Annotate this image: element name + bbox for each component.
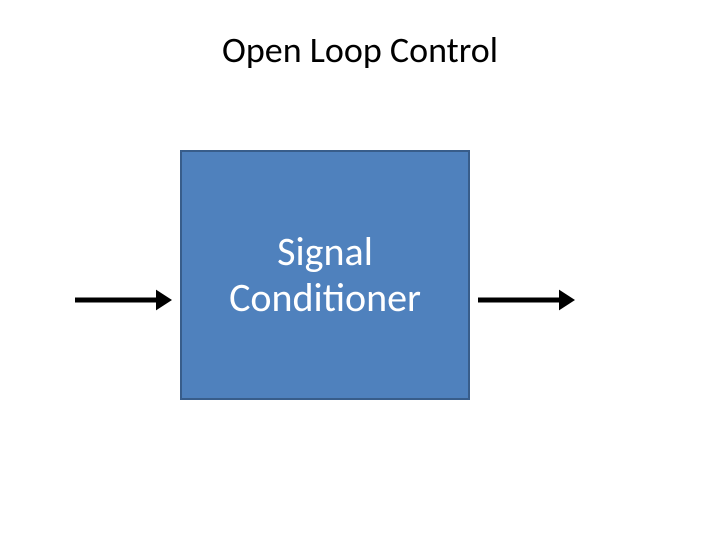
diagram-title: Open Loop Control — [0, 28, 720, 72]
diagram-stage: Open Loop Control Signal Conditioner — [0, 0, 720, 540]
signal-conditioner-block: Signal Conditioner — [180, 150, 470, 400]
signal-conditioner-label: Signal Conditioner — [229, 229, 421, 321]
